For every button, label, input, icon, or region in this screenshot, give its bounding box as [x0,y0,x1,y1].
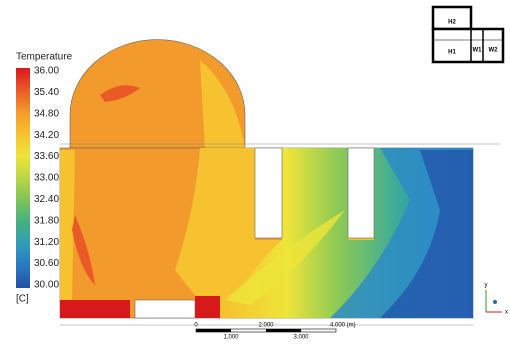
legend-tick-label: 34.80 [34,108,59,119]
color-bar [16,68,30,288]
legend-tick-label: 30.60 [34,258,59,269]
legend-tick-label: 31.80 [34,215,59,226]
room-label: H1 [448,50,456,56]
scale-bar [195,328,337,333]
floor-plan [431,5,505,64]
legend-tick-label: 31.20 [34,237,59,248]
legend-ticks: 36.00 35.40 34.80 34.20 33.60 33.00 32.40 31.80… [34,66,59,291]
axis-label: x [505,310,508,316]
legend-tick-label: 35.40 [34,87,59,98]
scale-label: 3.000 [293,335,309,341]
legend-title: Temperature [16,52,73,63]
legend-tick-label: 36.00 [34,66,59,77]
contour-field [59,39,500,326]
legend-tick-label: 34.20 [34,130,59,141]
scale-label: 0 [194,323,198,329]
legend-tick-label: 33.00 [34,173,59,184]
axis-label: y [485,283,488,289]
scale-label: 1.000 [223,335,239,341]
legend-tick-label: 30.00 [34,280,59,291]
room-label: H2 [448,20,456,26]
scale-label: 4.000 (m) [330,323,356,329]
axis-triad [485,290,502,313]
scale-label: 2.000 [258,323,274,329]
legend-tick-label: 33.60 [34,151,59,162]
room-label: W1 [473,48,483,54]
legend-tick-label: 32.40 [34,194,59,205]
legend-unit: [C] [16,294,29,305]
room-label: W2 [489,48,499,54]
